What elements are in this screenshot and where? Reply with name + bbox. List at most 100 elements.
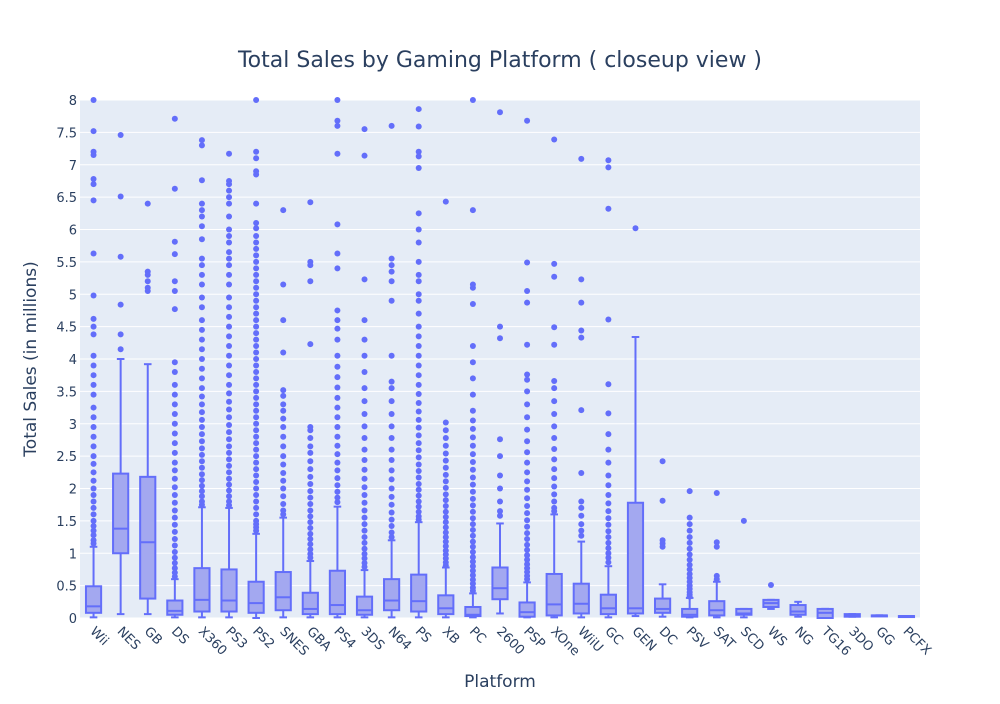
x-tick-label: SAT (710, 624, 738, 652)
outlier-point (605, 545, 612, 552)
outlier-point (90, 292, 97, 299)
outlier-point (388, 446, 395, 453)
outlier-point (171, 115, 178, 122)
box-iqr (518, 601, 536, 618)
x-tick-label: PS4 (331, 624, 359, 652)
outlier-point (226, 481, 233, 488)
outlier-point (415, 210, 422, 217)
outlier-point (361, 545, 368, 552)
outlier-point (253, 459, 260, 466)
y-tick-labels: 0 0.5 1 1.5 2 2.5 3 3.5 4 4.5 5 5.5 6 6.5 7 7.5 8 (56, 94, 77, 627)
outlier-point (226, 181, 233, 188)
outlier-point (307, 519, 314, 526)
outlier-point (469, 488, 476, 495)
outlier-point (253, 427, 260, 434)
outlier-point (578, 334, 585, 341)
outlier-point (524, 288, 531, 295)
outlier-point (226, 333, 233, 340)
outlier-point (198, 336, 205, 343)
outlier-point (415, 461, 422, 468)
outlier-point (253, 148, 260, 155)
outlier-point (198, 236, 205, 243)
y-tick-label: 0 (69, 612, 77, 627)
box-nes (112, 131, 130, 616)
outlier-point (442, 508, 449, 515)
box-iqr (653, 597, 672, 614)
outlier-point (388, 434, 395, 441)
outlier-point (469, 572, 476, 579)
outlier-point (415, 297, 422, 304)
outlier-point (280, 401, 287, 408)
outlier-point (307, 458, 314, 465)
outlier-point (334, 459, 341, 466)
outlier-point (90, 485, 97, 492)
outlier-point (90, 331, 97, 338)
outlier-point (686, 488, 693, 495)
outlier-point (388, 467, 395, 474)
outlier-point (226, 200, 233, 207)
outlier-point (388, 411, 395, 418)
outlier-point (90, 175, 97, 182)
outlier-point (415, 390, 422, 397)
outlier-point (334, 97, 341, 103)
outlier-point (415, 492, 422, 499)
outlier-point (415, 362, 422, 369)
outlier-point (253, 252, 260, 259)
outlier-point (551, 385, 558, 392)
outlier-point (198, 477, 205, 484)
outlier-point (578, 469, 585, 476)
outlier-point (171, 559, 178, 566)
outlier-point (442, 497, 449, 504)
outlier-point (253, 420, 260, 427)
outlier-point (361, 563, 368, 570)
outlier-point (442, 457, 449, 464)
outlier-point (171, 491, 178, 498)
outlier-point (388, 262, 395, 269)
outlier-point (524, 576, 531, 583)
outlier-point (307, 341, 314, 348)
outlier-point (578, 299, 585, 306)
outlier-point (415, 333, 422, 340)
outlier-point (253, 278, 260, 285)
y-tick-label: 0.5 (56, 580, 77, 595)
y-tick-label: 4.5 (56, 321, 77, 336)
chart-title: Total Sales by Gaming Platform ( closeup… (237, 48, 762, 73)
outlier-point (361, 475, 368, 482)
outlier-point (361, 466, 368, 473)
outlier-point (198, 493, 205, 500)
box-iqr (735, 607, 753, 616)
outlier-point (307, 546, 314, 553)
outlier-point (117, 253, 124, 260)
outlier-point (578, 521, 585, 528)
outlier-point (605, 491, 612, 498)
outlier-point (442, 491, 449, 498)
outlier-point (361, 126, 368, 133)
outlier-point (90, 152, 97, 159)
outlier-point (524, 547, 531, 554)
outlier-point (198, 385, 205, 392)
y-tick-label: 3.5 (56, 385, 77, 400)
outlier-point (334, 475, 341, 482)
outlier-point (253, 466, 260, 473)
outlier-point (90, 540, 97, 547)
outlier-point (361, 484, 368, 491)
outlier-point (605, 550, 612, 557)
outlier-point (469, 284, 476, 291)
outlier-point (253, 155, 260, 162)
box-ps (410, 106, 428, 619)
outlier-point (469, 458, 476, 465)
outlier-point (361, 457, 368, 464)
outlier-point (497, 508, 503, 515)
x-tick-label: XB (439, 624, 462, 647)
outlier-point (686, 556, 693, 563)
box-ps2 (247, 97, 265, 619)
outlier-point (524, 371, 531, 378)
box-ds (166, 115, 184, 619)
box-iqr (410, 573, 428, 613)
outlier-point (469, 300, 476, 307)
outlier-point (524, 401, 531, 408)
outlier-point (524, 523, 531, 530)
outlier-point (226, 436, 233, 443)
